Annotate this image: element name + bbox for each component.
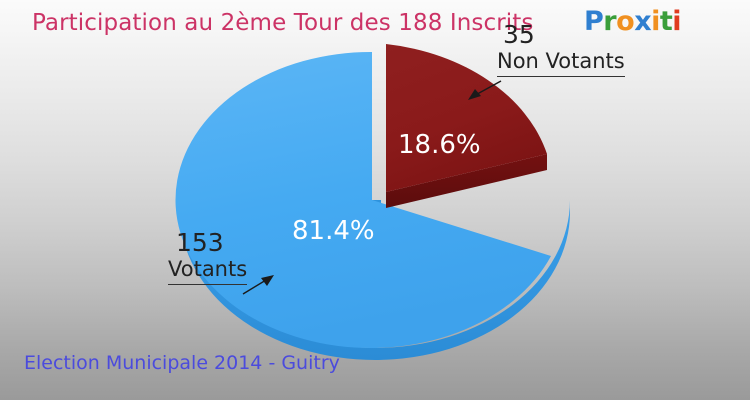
callout-leader-non-votants	[468, 80, 502, 100]
logo-letter-i1: i	[651, 6, 660, 37]
page-title: Participation au 2ème Tour des 188 Inscr…	[32, 10, 534, 36]
percent-label-votants: 81.4%	[292, 216, 375, 246]
pie-slice-votants[interactable]	[175, 51, 570, 360]
chart-caption: Election Municipale 2014 - Guitry	[24, 352, 340, 374]
pie-slice-non-votants[interactable]	[386, 44, 547, 208]
pie-slice-votants-top	[175, 51, 552, 348]
proxiti-logo[interactable]: Proxiti	[584, 6, 682, 37]
callout-leader-votants	[242, 275, 274, 295]
callout-non-votants: 35 Non Votants	[497, 20, 625, 77]
pie-slice-non-votants-top	[386, 44, 547, 192]
pie-slice-non-votants-side	[386, 154, 547, 208]
callout-non-votants-count: 35	[503, 20, 535, 49]
callout-votants: 153 Votants	[168, 228, 248, 285]
logo-letter-t: t	[659, 6, 673, 37]
logo-letter-i2: i	[672, 6, 682, 37]
logo-letter-p: P	[584, 6, 604, 37]
percent-label-non-votants: 18.6%	[398, 130, 481, 160]
logo-letter-o: o	[616, 6, 635, 37]
logo-letter-r: r	[603, 6, 617, 37]
logo-letter-x: x	[634, 6, 652, 37]
callout-votants-label: Votants	[168, 256, 248, 285]
callout-votants-count: 153	[176, 228, 224, 257]
callout-non-votants-label: Non Votants	[497, 48, 625, 77]
